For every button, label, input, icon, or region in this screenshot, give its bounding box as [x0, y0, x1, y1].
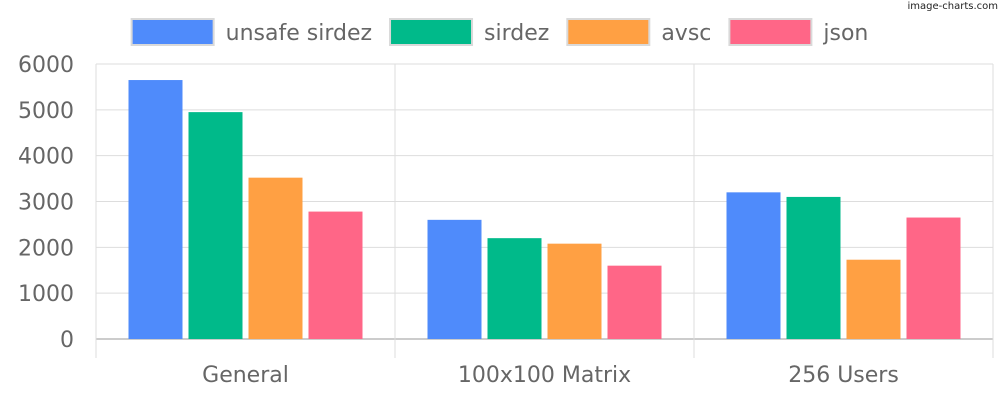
x-axis: General 100x100 Matrix 256 Users	[202, 363, 899, 388]
legend-swatch	[728, 18, 813, 46]
legend-label: sirdez	[484, 21, 549, 46]
y-tick-label: 0	[60, 328, 74, 353]
x-tick-label: General	[202, 363, 289, 388]
bar-json-1	[607, 265, 662, 339]
y-tick-label: 5000	[18, 99, 74, 124]
bar-sirdez-1	[487, 238, 542, 339]
bar-avsc-0	[248, 177, 303, 339]
y-axis: 0 1000 2000 3000 4000 5000 6000	[18, 53, 74, 353]
x-tick-label: 256 Users	[788, 363, 899, 388]
legend-swatch	[130, 18, 215, 46]
bars	[128, 80, 961, 340]
y-tick-label: 2000	[18, 236, 74, 261]
x-tick-label: 100x100 Matrix	[458, 363, 631, 388]
y-tick-label: 6000	[18, 53, 74, 78]
bar-json-0	[308, 211, 363, 339]
bar-json-2	[906, 217, 961, 339]
bar-sirdez-0	[188, 112, 243, 339]
bar-avsc-2	[846, 259, 901, 339]
legend-label: json	[822, 21, 868, 46]
legend-label: unsafe sirdez	[226, 21, 372, 46]
legend-swatch	[566, 18, 651, 46]
bar-unsafe-sirdez-1	[427, 219, 482, 339]
watermark: image-charts.com	[908, 1, 999, 12]
y-tick-label: 1000	[18, 282, 74, 307]
bar-unsafe-sirdez-0	[128, 80, 183, 340]
legend-label: avsc	[661, 21, 711, 46]
y-tick-label: 3000	[18, 191, 74, 216]
bar-unsafe-sirdez-2	[726, 192, 781, 339]
y-tick-label: 4000	[18, 145, 74, 170]
legend: unsafe sirdez sirdez avsc json	[130, 18, 868, 46]
legend-swatch	[389, 18, 474, 46]
grid-lines	[95, 63, 994, 358]
bar-sirdez-2	[786, 196, 841, 339]
bar-avsc-1	[547, 243, 602, 339]
